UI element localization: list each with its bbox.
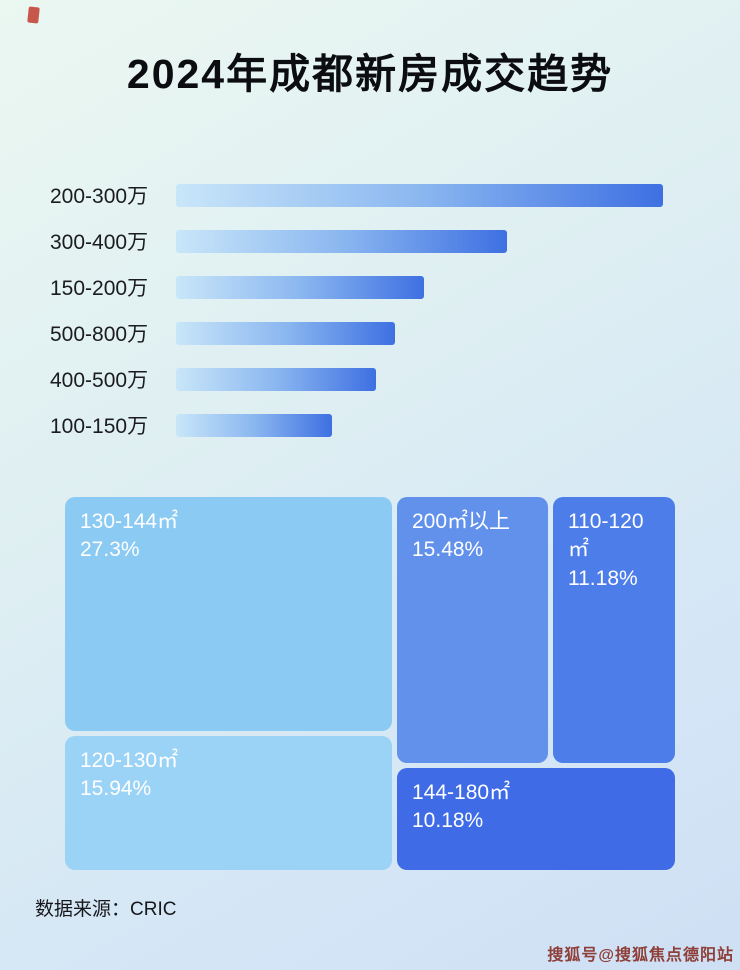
treemap-block-value: 15.94% — [80, 777, 152, 801]
treemap-block-label: 200㎡以上 — [412, 510, 511, 533]
treemap-block-value: 27.3% — [80, 538, 140, 562]
bar-track — [176, 321, 663, 345]
bar — [176, 229, 508, 253]
treemap-block-value: 10.18% — [412, 809, 484, 833]
bar-row: 100-150万 — [50, 413, 663, 438]
bar-track — [176, 367, 663, 391]
bar — [176, 183, 663, 207]
bar — [176, 413, 332, 437]
treemap-block-label: 110-120㎡ — [568, 510, 644, 562]
treemap-block-130-144: 130-144㎡ 27.3% — [65, 497, 392, 731]
treemap-block-110-120: 110-120㎡ 11.18% — [553, 497, 675, 763]
bar-track — [176, 413, 663, 437]
bar-category-label: 400-500万 — [50, 369, 149, 392]
data-source-label: 数据来源：CRIC — [35, 899, 177, 920]
treemap-block-200-plus: 200㎡以上 15.48% — [397, 497, 548, 763]
treemap-block-120-130: 120-130㎡ 15.94% — [65, 736, 392, 870]
treemap-block-value: 15.48% — [412, 538, 484, 562]
price-band-bar-chart: 200-300万 300-400万 150-200万 500-800万 400-… — [50, 183, 663, 459]
bar-category-label: 150-200万 — [50, 277, 149, 300]
bar-row: 500-800万 — [50, 321, 663, 346]
bar-track — [176, 275, 663, 299]
bar-category-label: 300-400万 — [50, 231, 149, 254]
bar-category-label: 100-150万 — [50, 415, 149, 438]
bar-row: 150-200万 — [50, 275, 663, 300]
treemap-block-label: 144-180㎡ — [412, 781, 511, 804]
area-share-treemap: 130-144㎡ 27.3% 120-130㎡ 15.94% 200㎡以上 15… — [65, 497, 675, 870]
bar-row: 400-500万 — [50, 367, 663, 392]
corner-red-mark — [27, 6, 40, 24]
page-title: 2024年成都新房成交趋势 — [126, 51, 614, 97]
bar — [176, 275, 425, 299]
bar-category-label: 500-800万 — [50, 323, 149, 346]
watermark-text: 搜狐号@搜狐焦点德阳站 — [547, 947, 734, 964]
bar-category-label: 200-300万 — [50, 185, 149, 208]
bar-track — [176, 183, 663, 207]
bar — [176, 321, 396, 345]
bar-row: 200-300万 — [50, 183, 663, 208]
bar-track — [176, 229, 663, 253]
treemap-block-label: 120-130㎡ — [80, 749, 179, 772]
treemap-block-144-180: 144-180㎡ 10.18% — [397, 768, 675, 870]
bar — [176, 367, 376, 391]
bar-row: 300-400万 — [50, 229, 663, 254]
treemap-block-value: 11.18% — [568, 566, 638, 590]
treemap-block-label: 130-144㎡ — [80, 510, 179, 533]
